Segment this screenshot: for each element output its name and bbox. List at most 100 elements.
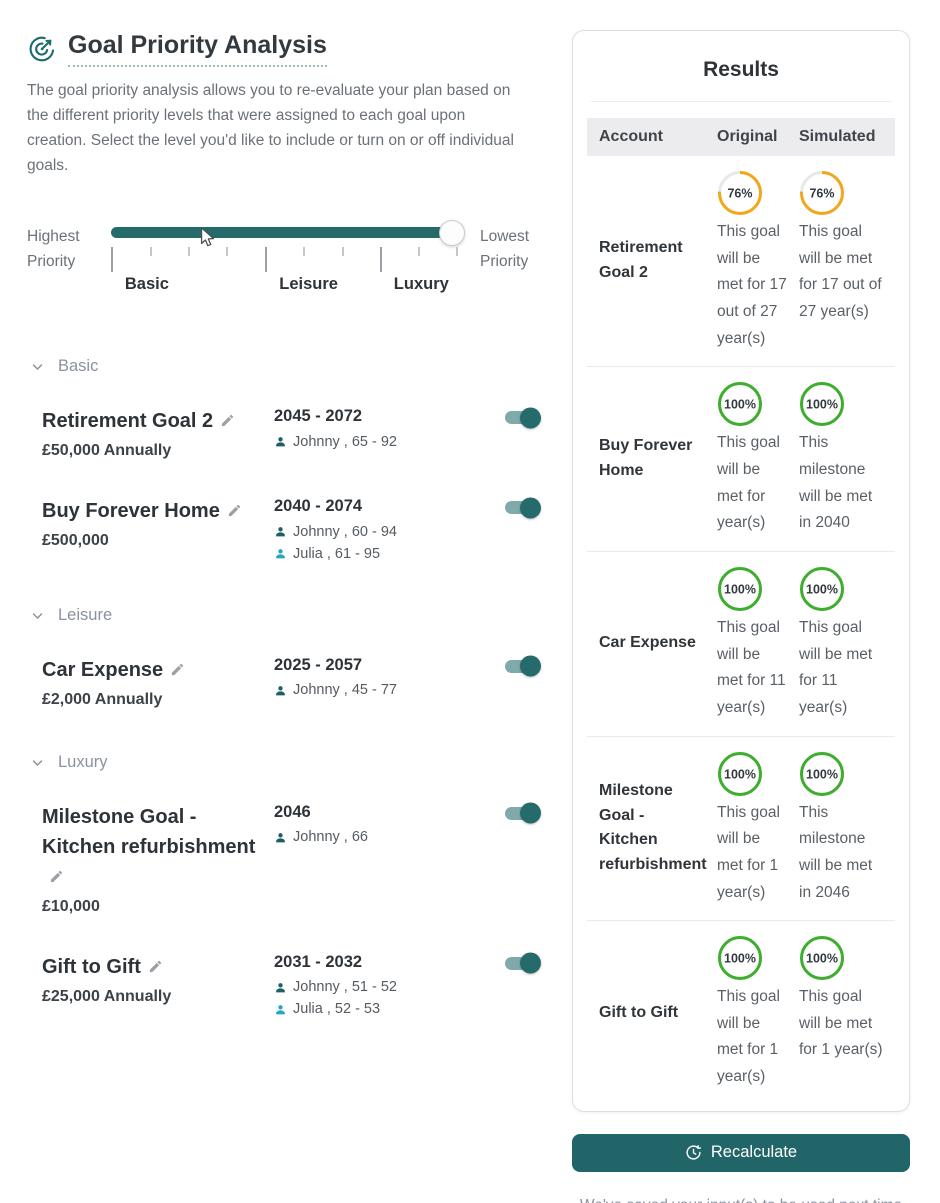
progress-ring: 100% xyxy=(718,566,762,611)
priority-slider: Highest Priority Basic Leisure Luxury xyxy=(27,219,538,295)
owner-text: Johnny , 60 - 94 xyxy=(293,523,397,540)
goal-owner: Johnny , 60 - 94 xyxy=(274,524,437,540)
edit-pencil-icon[interactable] xyxy=(148,959,163,974)
person-icon xyxy=(276,1004,285,1015)
analysis-panel: Goal Priority Analysis The goal priority… xyxy=(27,30,541,1203)
slider-tick-major xyxy=(111,247,113,273)
goal-info: Gift to Gift £25,000 Annually xyxy=(42,952,274,1006)
section-header-basic[interactable]: Basic xyxy=(30,357,538,376)
chevron-down-icon xyxy=(32,759,43,766)
slider-left-label: Highest Priority xyxy=(27,228,80,271)
result-text: This goal will be met for 17 out of 27 y… xyxy=(717,223,787,347)
results-table-header: Account Original Simulated xyxy=(587,118,895,156)
goal-owner: Johnny , 66 xyxy=(274,829,437,845)
result-original-cell: 100% This goal will be met for year(s) xyxy=(717,381,789,537)
goal-row-gift-to-gift: Gift to Gift £25,000 Annually 2031 - 203… xyxy=(27,952,541,1017)
slider-track[interactable] xyxy=(111,219,465,246)
person-icon xyxy=(276,685,285,696)
goal-owner: Julia , 52 - 53 xyxy=(274,1001,437,1017)
progress-ring: 100% xyxy=(800,936,844,981)
section-label: Luxury xyxy=(58,752,108,771)
svg-text:100%: 100% xyxy=(806,952,838,966)
goal-owner: Julia , 61 - 95 xyxy=(274,546,437,562)
svg-text:100%: 100% xyxy=(724,398,756,412)
results-row-gift-to-gift: Gift to Gift 100% This goal will be met … xyxy=(587,921,895,1105)
goal-title-text: Buy Forever Home xyxy=(42,500,220,523)
goal-info: Retirement Goal 2 £50,000 Annually xyxy=(42,406,274,460)
chevron-down-icon xyxy=(32,612,43,619)
slider-tick xyxy=(455,247,458,257)
owner-text: Julia , 61 - 95 xyxy=(293,545,381,562)
col-original: Original xyxy=(717,128,778,145)
toggle-knob xyxy=(520,497,541,519)
section-header-leisure[interactable]: Leisure xyxy=(30,606,538,625)
toggle-knob xyxy=(520,802,541,824)
goal-years: 2046 xyxy=(274,802,311,821)
person-icon xyxy=(276,982,285,993)
goal-amount: £10,000 xyxy=(42,897,100,915)
person-icon xyxy=(276,437,285,447)
page-description: The goal priority analysis allows you to… xyxy=(27,82,514,175)
goal-toggle[interactable] xyxy=(505,655,541,677)
goal-title-text: Gift to Gift xyxy=(42,955,141,978)
slider-tick xyxy=(188,247,191,257)
result-text: This goal will be met for 11 year(s) xyxy=(717,618,786,716)
goal-schedule: 2040 - 2074 Johnny , 60 - 94 Julia , 61 … xyxy=(274,496,437,561)
result-original-cell: 100% This goal will be met for 11 year(s… xyxy=(717,566,789,722)
goal-owner: Johnny , 51 - 52 xyxy=(274,979,437,995)
svg-text:76%: 76% xyxy=(809,187,834,201)
results-title: Results xyxy=(703,58,779,81)
owner-text: Johnny , 65 - 92 xyxy=(293,433,397,450)
goal-info: Car Expense £2,000 Annually xyxy=(42,655,274,709)
edit-pencil-icon[interactable] xyxy=(220,413,235,428)
note-pre: We've saved your input(s) to be used nex… xyxy=(580,1197,902,1203)
slider-right-label: Lowest Priority xyxy=(480,228,530,271)
result-account: Car Expense xyxy=(599,634,696,652)
progress-ring: 100% xyxy=(800,566,844,611)
goal-title: Milestone Goal - Kitchen refurbishment xyxy=(42,802,274,892)
result-text: This goal will be met for year(s) xyxy=(717,434,780,532)
goal-target-icon xyxy=(29,36,55,61)
goal-title-text: Car Expense xyxy=(42,658,164,681)
slider-tick-major xyxy=(264,247,267,273)
slider-label-leisure: Leisure xyxy=(279,275,338,294)
owner-text: Johnny , 45 - 77 xyxy=(293,682,397,699)
goal-schedule: 2031 - 2032 Johnny , 51 - 52 Julia , 52 … xyxy=(274,952,437,1017)
mouse-cursor xyxy=(200,227,215,247)
slider-tick xyxy=(149,247,152,257)
clock-history-icon xyxy=(686,1144,702,1160)
edit-pencil-icon[interactable] xyxy=(227,503,242,518)
goal-toggle[interactable] xyxy=(505,497,541,519)
result-text: This goal will be met for 1 year(s) xyxy=(717,803,780,901)
toggle-knob xyxy=(520,952,541,974)
edit-pencil-icon[interactable] xyxy=(49,869,64,884)
person-icon xyxy=(276,832,285,843)
person-icon xyxy=(276,549,285,559)
slider-handle[interactable] xyxy=(439,219,465,246)
goal-amount: £500,000 xyxy=(42,532,109,550)
result-simulated-cell: 100% This milestone will be met in 2046 xyxy=(799,751,883,907)
svg-text:100%: 100% xyxy=(724,952,756,966)
goal-amount: £2,000 Annually xyxy=(42,690,163,708)
goal-row-buy-forever-home: Buy Forever Home £500,000 2040 - 2074 Jo… xyxy=(27,496,541,562)
chevron-down-icon xyxy=(32,364,43,371)
section-header-luxury[interactable]: Luxury xyxy=(30,753,538,772)
owner-text: Johnny , 66 xyxy=(293,829,368,846)
goal-toggle[interactable] xyxy=(505,802,541,824)
progress-ring: 76% xyxy=(718,171,762,215)
goal-row-car-expense: Car Expense £2,000 Annually 2025 - 2057 … xyxy=(27,655,541,709)
recalculate-button[interactable]: Recalculate xyxy=(572,1133,910,1172)
goal-toggle[interactable] xyxy=(505,407,541,429)
goal-toggle[interactable] xyxy=(505,952,541,974)
result-account: Gift to Gift xyxy=(599,1003,679,1021)
saved-inputs-note: We've saved your input(s) to be used nex… xyxy=(572,1194,910,1203)
result-text: This goal will be met for 1 year(s) xyxy=(799,988,883,1059)
owner-text: Johnny , 51 - 52 xyxy=(293,979,397,996)
edit-pencil-icon[interactable] xyxy=(170,662,185,677)
result-text: This goal will be met for 11 year(s) xyxy=(799,618,873,716)
progress-ring: 100% xyxy=(718,382,762,427)
result-text: This goal will be met for 1 year(s) xyxy=(717,988,780,1086)
goal-amount: £50,000 Annually xyxy=(42,442,172,460)
progress-ring: 76% xyxy=(800,171,844,215)
